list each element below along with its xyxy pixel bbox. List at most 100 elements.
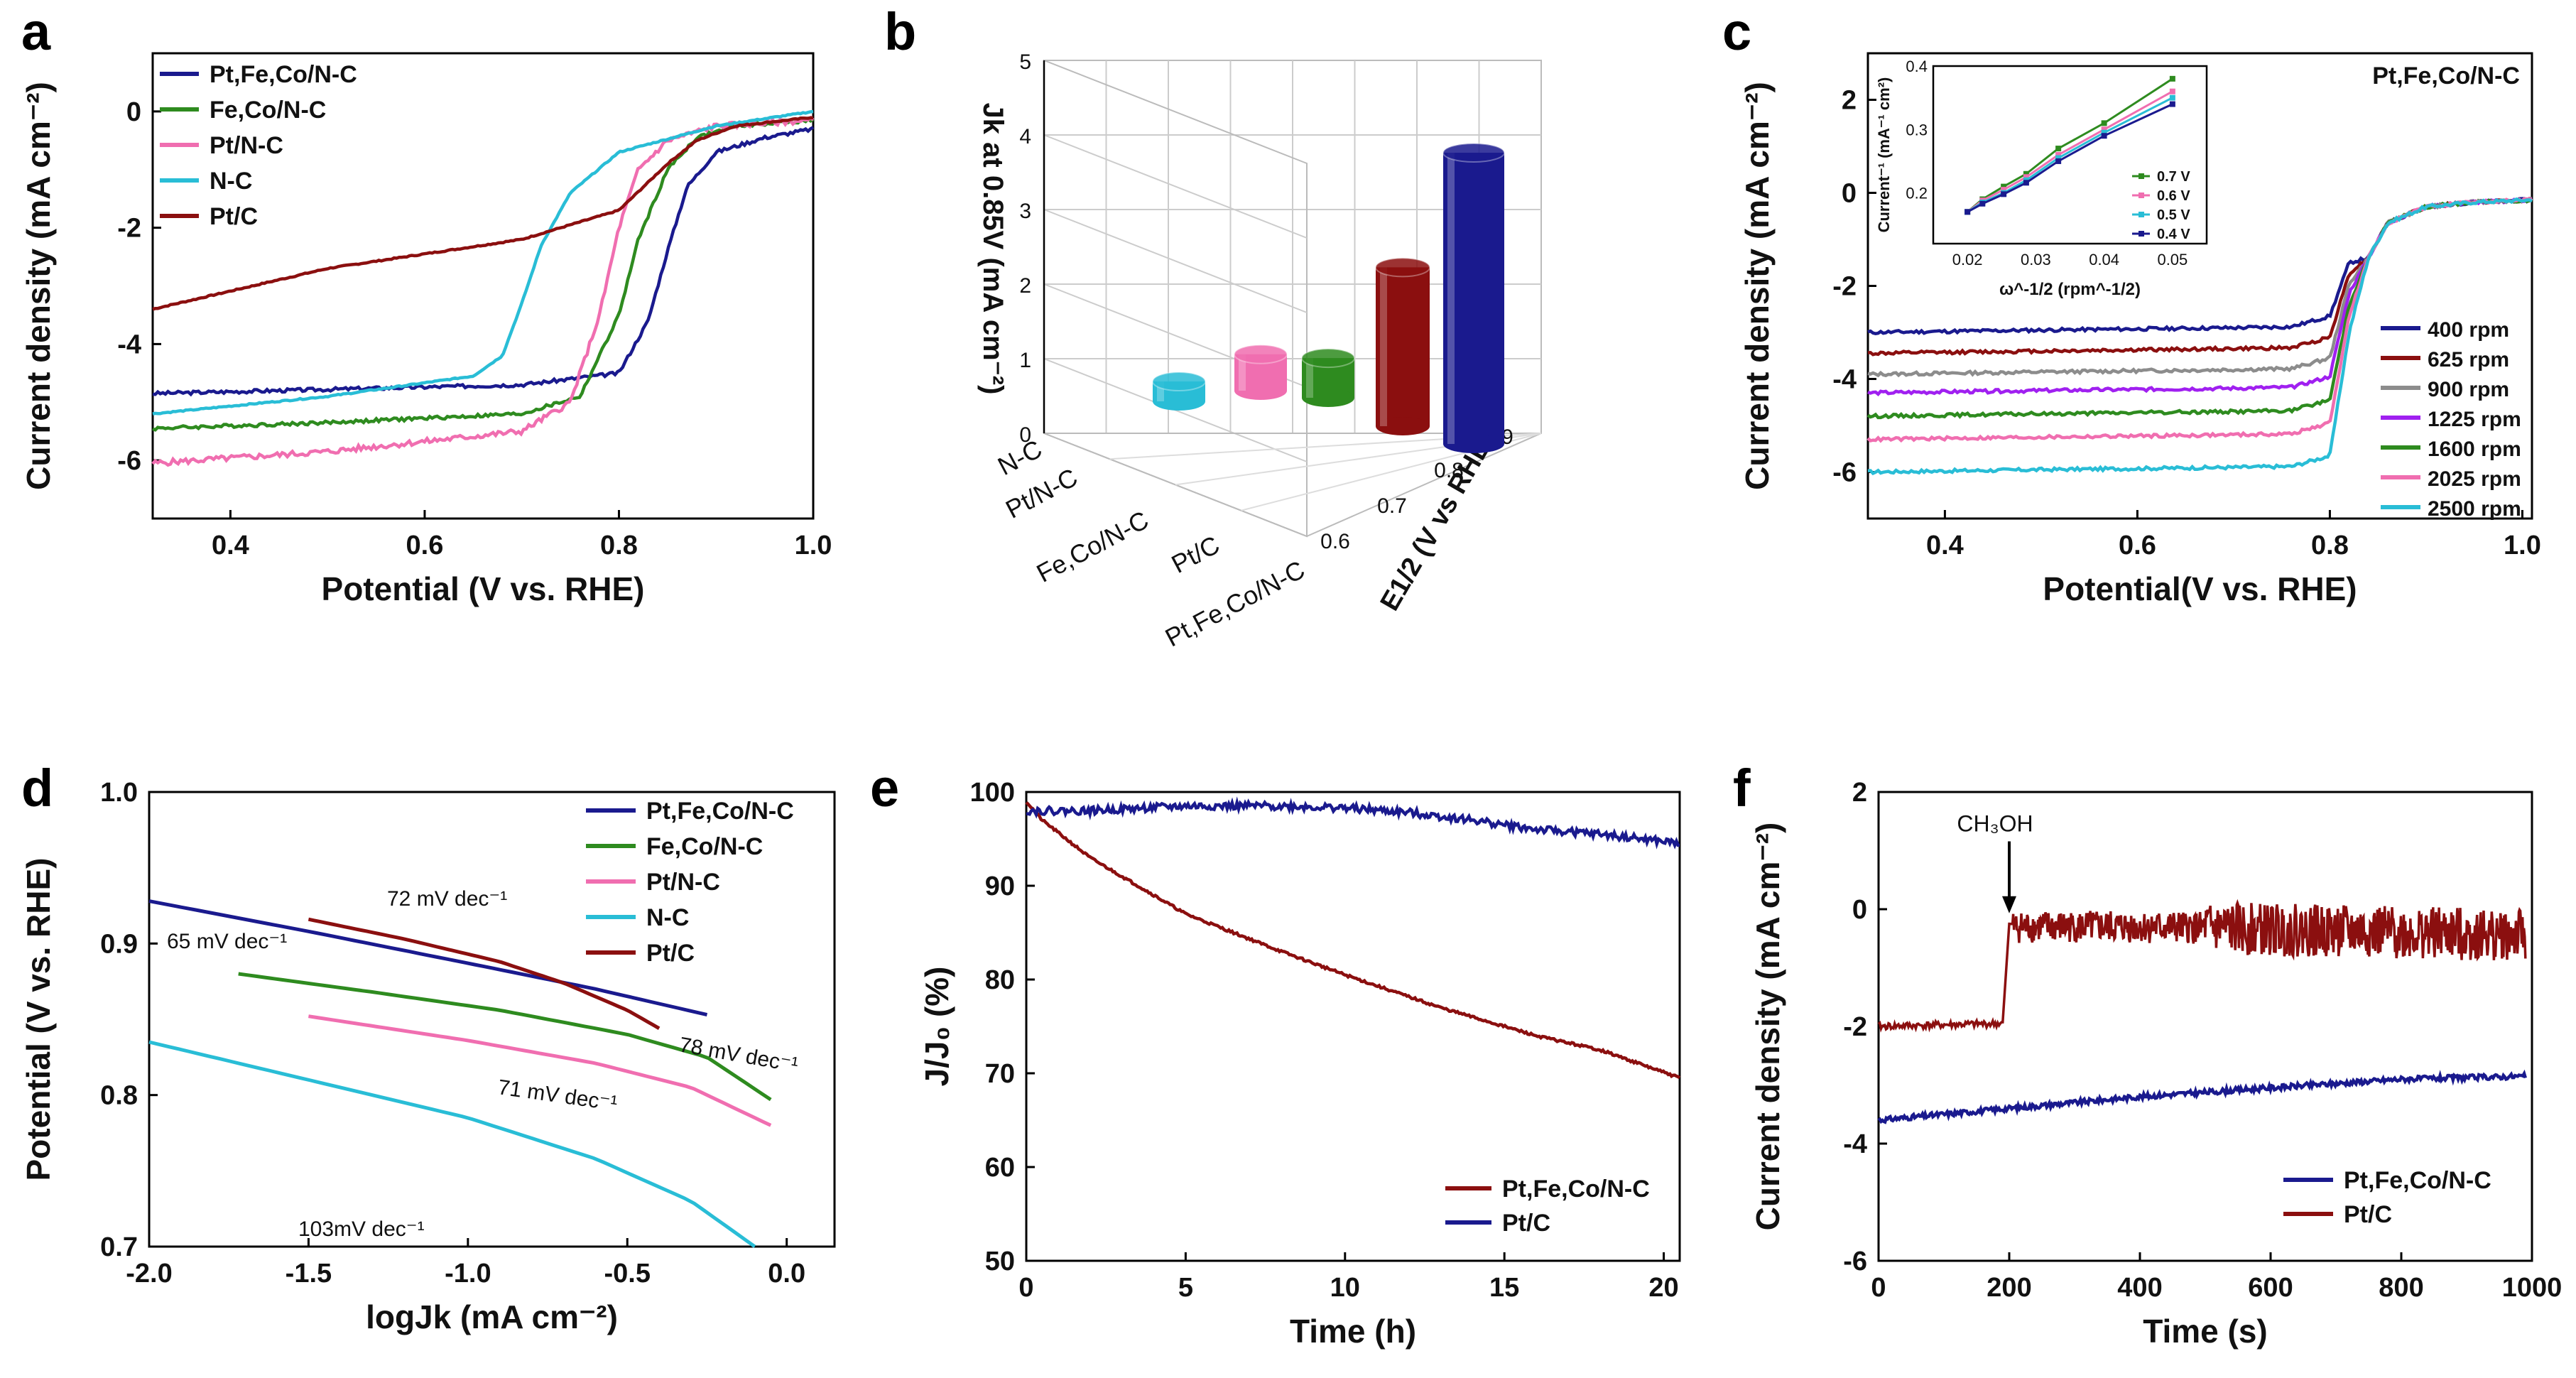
a-legend-label-pt-c: Pt/C bbox=[210, 203, 258, 230]
a-y-tick-label: 0 bbox=[126, 97, 141, 127]
b-bar-top bbox=[1442, 143, 1505, 163]
a-x-tick-label: 0.6 bbox=[406, 531, 444, 560]
d-slope-annotation: 65 mV dec⁻¹ bbox=[167, 930, 287, 953]
c-y-tick-label: 2 bbox=[1842, 86, 1857, 116]
f-series-line-pt-fe-co-n-c bbox=[1877, 1069, 2527, 1124]
e-plot-frame bbox=[1025, 791, 1681, 1262]
d-series-line-fe-co-n-c bbox=[238, 972, 772, 1102]
c-y-tick-label: 0 bbox=[1842, 179, 1857, 209]
d-plot-frame bbox=[148, 791, 836, 1248]
c-x-tick-label: 0.8 bbox=[2311, 531, 2349, 560]
panel-letter-e: e bbox=[870, 759, 899, 818]
b-z-tick-label: 3 bbox=[1019, 200, 1031, 223]
panel-letter-f: f bbox=[1733, 759, 1751, 818]
c-inset-marker bbox=[2055, 146, 2062, 152]
b-bar-pt-c bbox=[1375, 257, 1430, 435]
a-x-tick-label: 1.0 bbox=[795, 531, 832, 560]
a-x-axis-title: Potential (V vs. RHE) bbox=[322, 570, 645, 607]
d-x-tick-label: 0.0 bbox=[768, 1259, 805, 1289]
c-inset-marker bbox=[2101, 120, 2107, 126]
c-x-tick-label: 0.4 bbox=[1926, 531, 1964, 560]
f-x-tick-label: 0 bbox=[1871, 1273, 1886, 1303]
c-legend-label-1225-rpm: 1225 rpm bbox=[2428, 408, 2521, 431]
d-slope-annotation: 72 mV dec⁻¹ bbox=[387, 887, 507, 911]
c-legend-label-2500-rpm: 2500 rpm bbox=[2428, 497, 2521, 521]
c-inset-x-tick-label: 0.03 bbox=[2021, 251, 2051, 268]
e-y-tick-label: 90 bbox=[985, 872, 1015, 901]
c-inset-marker bbox=[2055, 155, 2062, 161]
b-category-label-fe-co-n-c: Fe,Co/N-C bbox=[1032, 505, 1153, 588]
d-x-tick-label: -0.5 bbox=[604, 1259, 651, 1289]
c-legend-label-625-rpm: 625 rpm bbox=[2428, 348, 2509, 371]
c-inset-x-tick-label: 0.04 bbox=[2089, 251, 2119, 268]
a-y-axis-title: Current density (mA cm⁻²) bbox=[20, 82, 57, 490]
d-x-tick-label: -2.0 bbox=[126, 1259, 172, 1289]
c-y-tick-label: -2 bbox=[1832, 272, 1857, 302]
b-bar-highlight bbox=[1239, 354, 1246, 391]
f-y-axis-title: Current density (mA cm⁻²) bbox=[1749, 823, 1786, 1231]
f-y-tick-label: -2 bbox=[1843, 1012, 1867, 1042]
c-x-tick-label: 0.6 bbox=[2119, 531, 2156, 560]
c-inset-marker bbox=[1964, 209, 1971, 215]
b-z-tick-label: 0 bbox=[1019, 423, 1031, 447]
c-inset-marker bbox=[2169, 101, 2175, 107]
f-y-tick-label: -4 bbox=[1843, 1129, 1867, 1159]
b-bar-top bbox=[1234, 344, 1288, 364]
e-x-tick-label: 20 bbox=[1648, 1273, 1678, 1303]
c-inset-marker bbox=[2169, 75, 2175, 82]
c-x-axis-title: Potential(V vs. RHE) bbox=[2043, 570, 2357, 607]
c-inset-marker bbox=[2001, 187, 2007, 193]
e-series-line-pt-c bbox=[1026, 796, 1680, 850]
d-x-axis-title: logJk (mA cm⁻²) bbox=[366, 1298, 618, 1335]
panel-letter-d: d bbox=[21, 759, 53, 818]
c-inset-legend-label-0-5-v: 0.5 V bbox=[2157, 207, 2190, 223]
c-inset-marker bbox=[2169, 94, 2175, 101]
b-bar-highlight bbox=[1447, 153, 1455, 444]
b-e-axis-title: E1/2 (V vs RHE) bbox=[1375, 427, 1501, 616]
d-legend-label-pt-n-c: Pt/N-C bbox=[646, 869, 720, 896]
a-x-tick-label: 0.8 bbox=[600, 531, 638, 560]
d-series-line-n-c bbox=[148, 1040, 756, 1249]
f-y-tick-label: 2 bbox=[1852, 778, 1867, 808]
f-x-tick-label: 1000 bbox=[2502, 1273, 2563, 1303]
b-bar-highlight bbox=[1157, 381, 1164, 401]
f-x-tick-label: 400 bbox=[2117, 1273, 2162, 1303]
d-y-tick-label: 0.8 bbox=[100, 1081, 138, 1111]
a-y-tick-label: -2 bbox=[117, 214, 141, 244]
f-y-tick-label: 0 bbox=[1852, 895, 1867, 925]
panel-f-methanol-chart: 0 200 400 600 800 1000 2 0 -2 -4 -6 Time (s) Current… bbox=[1749, 778, 2562, 1350]
a-series-line-pt-c bbox=[152, 116, 814, 311]
a-legend-label-n-c: N-C bbox=[210, 168, 252, 195]
c-inset-marker bbox=[2023, 174, 2029, 180]
d-legend-label-pt-fe-co-n-c: Pt,Fe,Co/N-C bbox=[646, 798, 794, 825]
e-x-tick-label: 5 bbox=[1178, 1273, 1193, 1303]
f-series-line-pt-c bbox=[1877, 899, 2527, 1033]
e-x-axis-title: Time (h) bbox=[1290, 1313, 1416, 1350]
d-legend-label-pt-c: Pt/C bbox=[646, 940, 695, 967]
b-bar-n-c bbox=[1152, 371, 1206, 411]
b-left-wall bbox=[1043, 59, 1308, 538]
c-inset-x-tick-label: 0.05 bbox=[2157, 251, 2188, 268]
c-inset-legend-label-0-7-v: 0.7 V bbox=[2157, 169, 2190, 185]
b-bar-body bbox=[1443, 153, 1504, 444]
d-slope-annotation: 78 mV dec⁻¹ bbox=[678, 1033, 800, 1077]
panel-c-rpm-chart: 0.4 0.6 0.8 1.0 2 0 -2 -4 -6 Potential(V vs. RHE)… bbox=[1739, 52, 2541, 607]
c-inset-marker bbox=[2101, 129, 2107, 136]
c-inset-marker bbox=[2169, 88, 2175, 94]
f-y-tick-label: -6 bbox=[1843, 1247, 1867, 1276]
d-legend-label-n-c: N-C bbox=[646, 904, 689, 931]
a-x-tick-label: 0.4 bbox=[212, 531, 249, 560]
a-series-line-n-c bbox=[152, 109, 814, 416]
f-event-arrow-head bbox=[2002, 896, 2016, 913]
b-e-tick-label: 0.8 bbox=[1434, 459, 1464, 482]
c-inset-legend-label-0-4-v: 0.4 V bbox=[2157, 227, 2190, 242]
panel-e-stability-chart: 0 5 10 15 20 100 90 80 70 60 50 Time (h) J/J₀ (%) Pt,… bbox=[918, 778, 1681, 1350]
c-inset-legend-marker bbox=[2138, 192, 2144, 198]
d-legend-label-fe-co-n-c: Fe,Co/N-C bbox=[646, 833, 763, 860]
e-series-line-pt-fe-co-n-c bbox=[1025, 801, 1681, 1080]
b-z-tick-label: 5 bbox=[1019, 50, 1031, 74]
b-z-tick-label: 1 bbox=[1019, 349, 1031, 372]
c-inset-marker bbox=[2055, 152, 2062, 158]
a-y-tick-label: -6 bbox=[117, 446, 141, 476]
f-x-tick-label: 600 bbox=[2248, 1273, 2293, 1303]
